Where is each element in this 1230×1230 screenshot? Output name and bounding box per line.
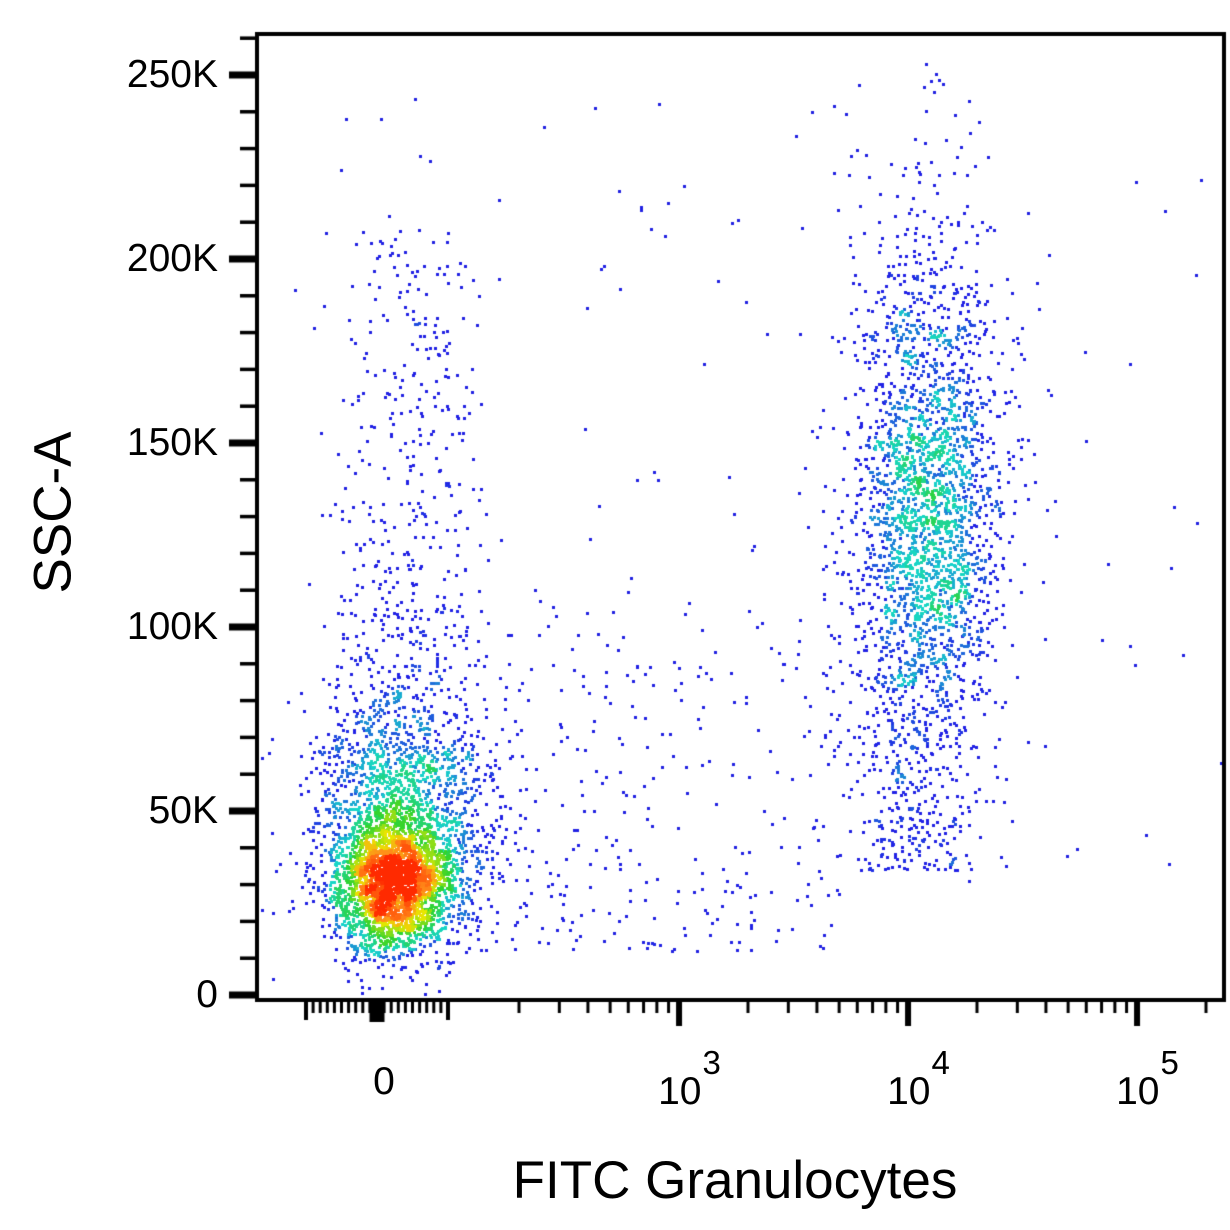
x-tick-exponent: 5 (1160, 1044, 1179, 1081)
y-tick-label: 50K (148, 788, 218, 832)
x-tick-label: 103 (658, 1044, 721, 1113)
x-tick-label: 0 (373, 1060, 395, 1103)
y-tick-label: 100K (126, 604, 218, 648)
y-axis-title: SSC-A (23, 431, 83, 594)
y-tick-label: 150K (126, 420, 218, 464)
y-tick-label: 0 (196, 973, 218, 1016)
x-tick-exponent: 3 (702, 1044, 721, 1081)
x-tick-exponent: 4 (931, 1044, 950, 1081)
y-tick-label: 200K (126, 236, 218, 280)
y-tick-label: 250K (126, 52, 218, 96)
x-tick-label: 104 (887, 1044, 950, 1113)
x-tick-label: 105 (1116, 1044, 1179, 1113)
x-axis-title: FITC Granulocytes (512, 1151, 958, 1210)
